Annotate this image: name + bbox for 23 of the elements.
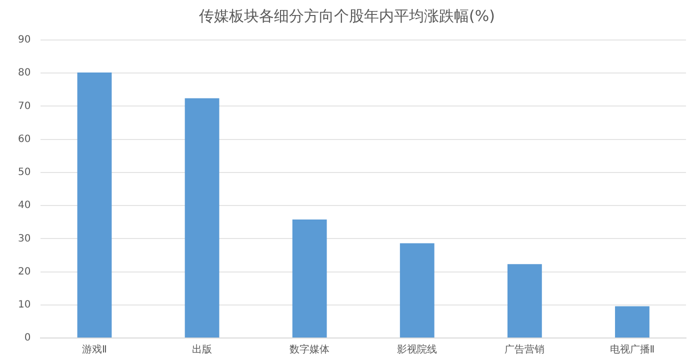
y-tick-label: 30 <box>18 233 31 244</box>
y-tick-label: 90 <box>18 34 31 46</box>
x-tick-label: 广告营销 <box>504 344 545 356</box>
y-tick-label: 60 <box>18 134 31 145</box>
chart-title: 传媒板块各细分方向个股年内平均涨跌幅(%) <box>199 6 495 25</box>
y-tick-label: 70 <box>18 100 31 112</box>
y-tick-label: 20 <box>18 266 31 278</box>
y-tick-label: 0 <box>24 332 31 344</box>
y-tick-label: 50 <box>18 167 31 178</box>
bar <box>507 264 542 338</box>
x-tick-label: 数字媒体 <box>290 344 330 356</box>
bar <box>615 306 650 338</box>
y-tick-label: 40 <box>18 200 31 212</box>
bar <box>184 98 220 338</box>
y-tick-label: 80 <box>18 68 31 79</box>
bar <box>77 72 112 338</box>
bar <box>400 243 434 338</box>
x-tick-label: 游戏Ⅱ <box>82 344 107 356</box>
x-tick-label: 电视广播Ⅱ <box>610 344 655 356</box>
x-tick-label: 出版 <box>192 344 212 356</box>
x-tick-label: 影视院线 <box>397 344 438 356</box>
bar <box>292 219 327 338</box>
y-tick-label: 10 <box>18 299 31 310</box>
